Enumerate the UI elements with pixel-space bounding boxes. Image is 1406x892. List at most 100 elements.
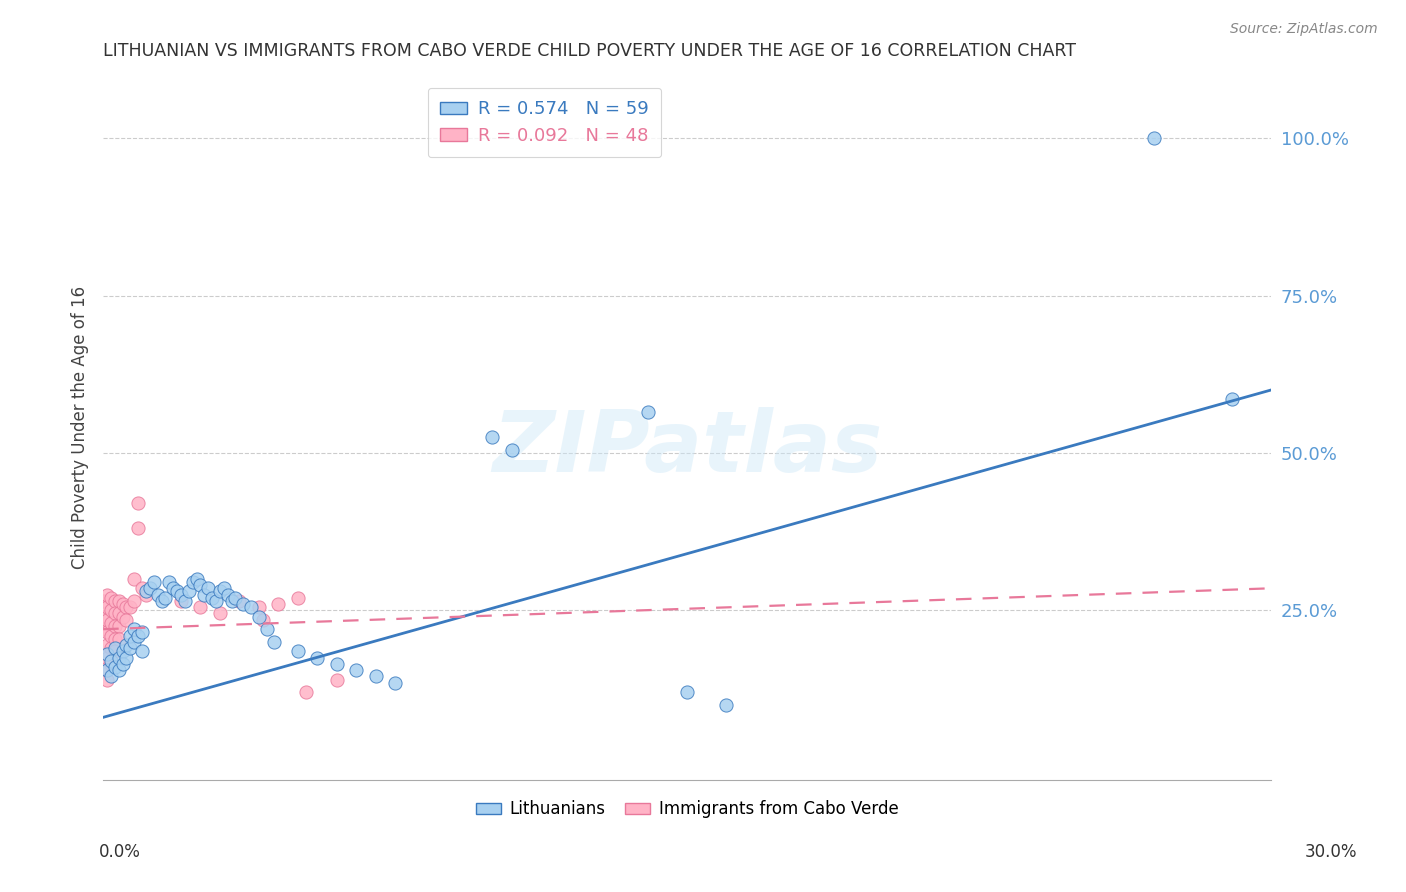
Point — [96, 625, 118, 640]
Point — [107, 619, 129, 633]
Point — [100, 654, 122, 668]
Point — [325, 673, 347, 687]
Point — [150, 594, 173, 608]
Point — [247, 609, 270, 624]
Point — [157, 574, 180, 589]
Point — [124, 635, 146, 649]
Point — [267, 597, 290, 611]
Point — [111, 609, 134, 624]
Point — [197, 582, 219, 596]
Text: LITHUANIAN VS IMMIGRANTS FROM CABO VERDE CHILD POVERTY UNDER THE AGE OF 16 CORRE: LITHUANIAN VS IMMIGRANTS FROM CABO VERDE… — [103, 42, 1076, 60]
Point — [177, 584, 200, 599]
Text: ZIPatlas: ZIPatlas — [492, 408, 882, 491]
Point — [96, 588, 118, 602]
Point — [344, 663, 367, 677]
Point — [162, 582, 184, 596]
Point — [100, 603, 122, 617]
Point — [96, 600, 118, 615]
Point — [287, 591, 309, 605]
Point — [131, 644, 153, 658]
Point — [676, 685, 699, 699]
Point — [228, 594, 250, 608]
Point — [107, 650, 129, 665]
Point — [181, 574, 204, 589]
Point — [205, 594, 228, 608]
Point — [384, 675, 406, 690]
Point — [115, 638, 138, 652]
Point — [107, 607, 129, 621]
Point — [107, 632, 129, 646]
Point — [111, 597, 134, 611]
Point — [221, 594, 243, 608]
Point — [212, 582, 235, 596]
Point — [100, 615, 122, 630]
Point — [104, 607, 127, 621]
Point — [135, 584, 157, 599]
Point — [124, 622, 146, 636]
Point — [247, 600, 270, 615]
Point — [208, 584, 231, 599]
Point — [96, 673, 118, 687]
Point — [115, 650, 138, 665]
Point — [294, 685, 316, 699]
Point — [104, 632, 127, 646]
Point — [104, 594, 127, 608]
Point — [637, 405, 659, 419]
Point — [104, 660, 127, 674]
Point — [142, 574, 165, 589]
Point — [100, 641, 122, 656]
Point — [107, 594, 129, 608]
Point — [501, 442, 523, 457]
Point — [104, 641, 127, 656]
Point — [193, 588, 215, 602]
Point — [139, 582, 162, 596]
Point — [100, 628, 122, 642]
Point — [115, 600, 138, 615]
Point — [1143, 131, 1166, 145]
Point — [166, 584, 188, 599]
Point — [287, 644, 309, 658]
Point — [263, 635, 285, 649]
Point — [127, 628, 149, 642]
Point — [307, 650, 329, 665]
Point — [170, 588, 193, 602]
Point — [201, 591, 224, 605]
Legend: Lithuanians, Immigrants from Cabo Verde: Lithuanians, Immigrants from Cabo Verde — [470, 794, 905, 825]
Point — [104, 644, 127, 658]
Point — [100, 591, 122, 605]
Point — [170, 594, 193, 608]
Point — [173, 594, 195, 608]
Point — [91, 594, 114, 608]
Point — [481, 430, 503, 444]
Point — [1220, 392, 1243, 407]
Point — [714, 698, 737, 712]
Point — [208, 607, 231, 621]
Point — [135, 588, 157, 602]
Point — [100, 669, 122, 683]
Point — [96, 613, 118, 627]
Point — [104, 619, 127, 633]
Y-axis label: Child Poverty Under the Age of 16: Child Poverty Under the Age of 16 — [72, 286, 89, 569]
Point — [124, 594, 146, 608]
Point — [127, 496, 149, 510]
Point — [232, 597, 254, 611]
Point — [91, 622, 114, 636]
Point — [96, 650, 118, 665]
Point — [120, 628, 142, 642]
Point — [91, 609, 114, 624]
Point — [186, 572, 208, 586]
Point — [190, 578, 212, 592]
Text: 30.0%: 30.0% — [1305, 843, 1357, 861]
Text: Source: ZipAtlas.com: Source: ZipAtlas.com — [1230, 22, 1378, 37]
Point — [127, 521, 149, 535]
Point — [146, 588, 169, 602]
Point — [325, 657, 347, 671]
Point — [190, 600, 212, 615]
Point — [96, 663, 118, 677]
Point — [240, 600, 263, 615]
Point — [124, 572, 146, 586]
Point — [96, 638, 118, 652]
Point — [96, 648, 118, 662]
Point — [364, 669, 387, 683]
Point — [256, 622, 278, 636]
